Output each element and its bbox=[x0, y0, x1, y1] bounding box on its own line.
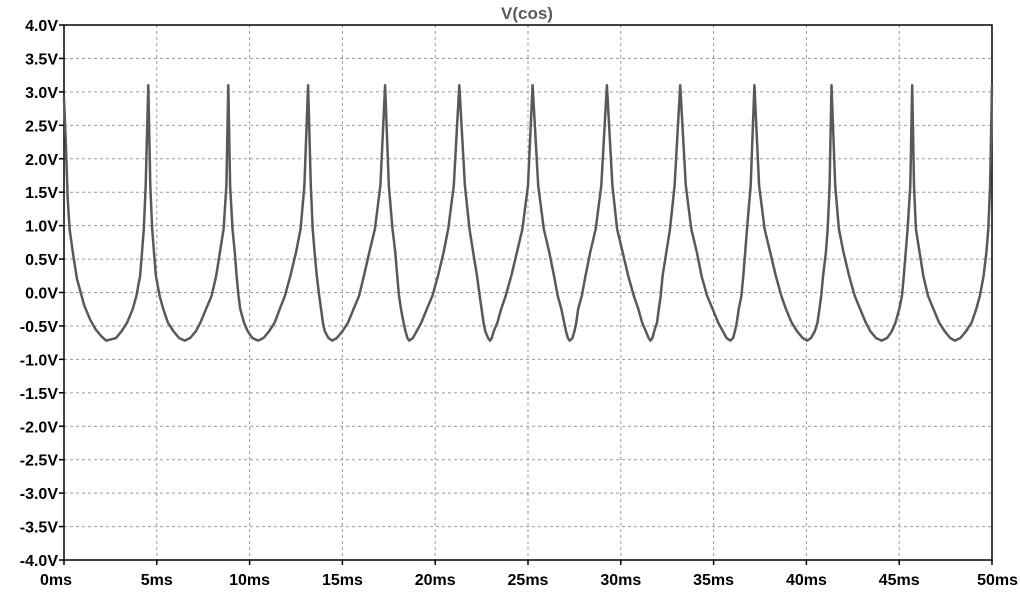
y-tick-label: -2.5V bbox=[20, 453, 59, 470]
x-tick-label: 20ms bbox=[415, 572, 456, 589]
x-axis-ticks: 0ms 5ms 10ms 15ms 20ms 25ms 30ms 35ms 40ms 45ms 50… bbox=[40, 560, 1018, 589]
series-line-0 bbox=[62, 83, 994, 342]
x-tick-label: 0ms bbox=[40, 572, 72, 589]
x-tick-label: 5ms bbox=[141, 572, 173, 589]
y-axis-ticks: 4.0V 3.5V 3.0V 2.5V 2.0V 1.5V 1.0V 0.5V 0.0V -0.5… bbox=[20, 18, 64, 570]
y-tick-label: 3.0V bbox=[25, 85, 58, 102]
y-tick-label: 2.5V bbox=[25, 118, 58, 135]
chart-title: V(cos) bbox=[501, 4, 553, 23]
y-tick-label: 4.0V bbox=[25, 18, 58, 35]
x-tick-label: 25ms bbox=[508, 572, 549, 589]
y-tick-label: 0.0V bbox=[25, 286, 58, 303]
x-tick-label: 30ms bbox=[600, 572, 641, 589]
y-tick-label: -1.0V bbox=[20, 352, 59, 369]
y-tick-label: 2.0V bbox=[25, 152, 58, 169]
y-tick-label: -2.0V bbox=[20, 419, 59, 436]
x-tick-label: 45ms bbox=[879, 572, 920, 589]
x-tick-label: 35ms bbox=[693, 572, 734, 589]
y-tick-label: 1.0V bbox=[25, 219, 58, 236]
x-tick-label: 15ms bbox=[322, 572, 363, 589]
x-tick-label: 50ms bbox=[977, 572, 1018, 589]
y-tick-label: -1.5V bbox=[20, 386, 59, 403]
series-layer bbox=[62, 83, 994, 342]
y-tick-label: -4.0V bbox=[20, 553, 59, 570]
y-tick-label: 3.5V bbox=[25, 51, 58, 68]
x-tick-label: 40ms bbox=[786, 572, 827, 589]
y-tick-label: -3.5V bbox=[20, 520, 59, 537]
y-tick-label: -3.0V bbox=[20, 486, 59, 503]
y-tick-label: 0.5V bbox=[25, 252, 58, 269]
x-tick-label: 10ms bbox=[229, 572, 270, 589]
y-tick-label: 1.5V bbox=[25, 185, 58, 202]
y-tick-label: -0.5V bbox=[20, 319, 59, 336]
